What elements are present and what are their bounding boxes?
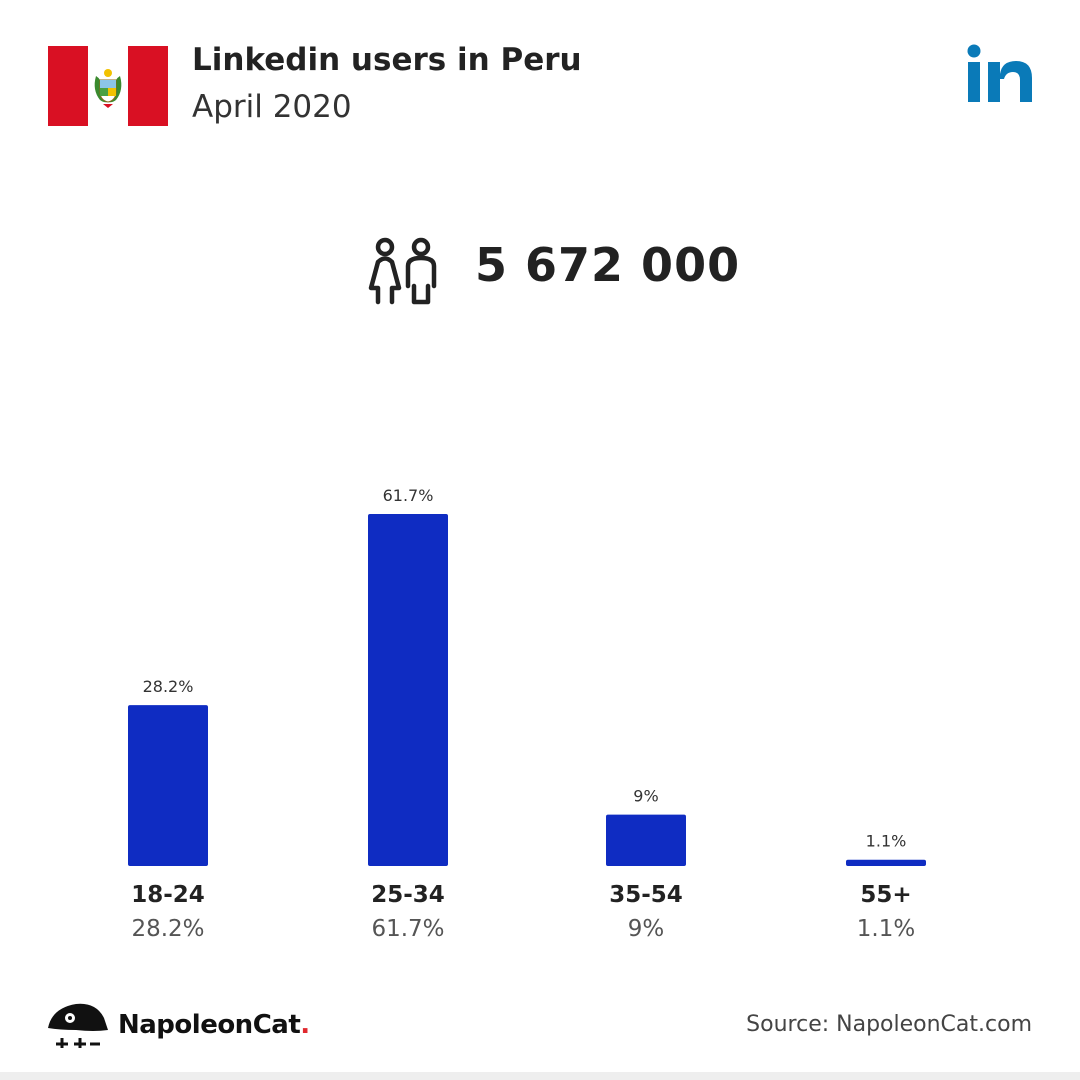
peru-flag-icon: [48, 46, 168, 126]
linkedin-logo-icon: [966, 44, 1034, 104]
category-label: 25-34: [371, 882, 445, 908]
bottom-strip: [0, 1072, 1080, 1080]
category-label: 18-24: [131, 882, 205, 908]
category-label: 35-54: [609, 882, 683, 908]
bar-35-54: [606, 814, 686, 866]
total-users-value: 5 672 000: [475, 238, 741, 292]
brand-text: NapoleonCat: [118, 1010, 301, 1040]
category-percent: 28.2%: [131, 916, 205, 942]
bar-25-34: [368, 514, 448, 866]
napoleoncat-brand: NapoleonCat.: [118, 1010, 310, 1040]
age-bar-chart: 28.2% 61.7% 9% 1.1%: [128, 486, 926, 866]
bar-55+: [846, 859, 926, 866]
page-title: Linkedin users in Peru: [192, 42, 582, 78]
bar-value-label: 28.2%: [143, 677, 194, 696]
bar-value-label: 61.7%: [383, 486, 434, 505]
users-icon: [368, 236, 440, 306]
source-note: Source: NapoleonCat.com: [746, 1012, 1032, 1037]
bar-value-label: 1.1%: [866, 832, 907, 851]
category-percent: 61.7%: [371, 916, 445, 942]
category-percent: 9%: [627, 916, 665, 942]
bar-18-24: [128, 705, 208, 866]
page-subtitle: April 2020: [192, 89, 352, 125]
category-percent: 1.1%: [856, 916, 916, 942]
napoleoncat-logo-icon: [46, 998, 110, 1052]
category-label: 55+: [860, 882, 912, 908]
brand-dot: .: [300, 1010, 310, 1040]
bar-value-label: 9%: [633, 787, 658, 806]
